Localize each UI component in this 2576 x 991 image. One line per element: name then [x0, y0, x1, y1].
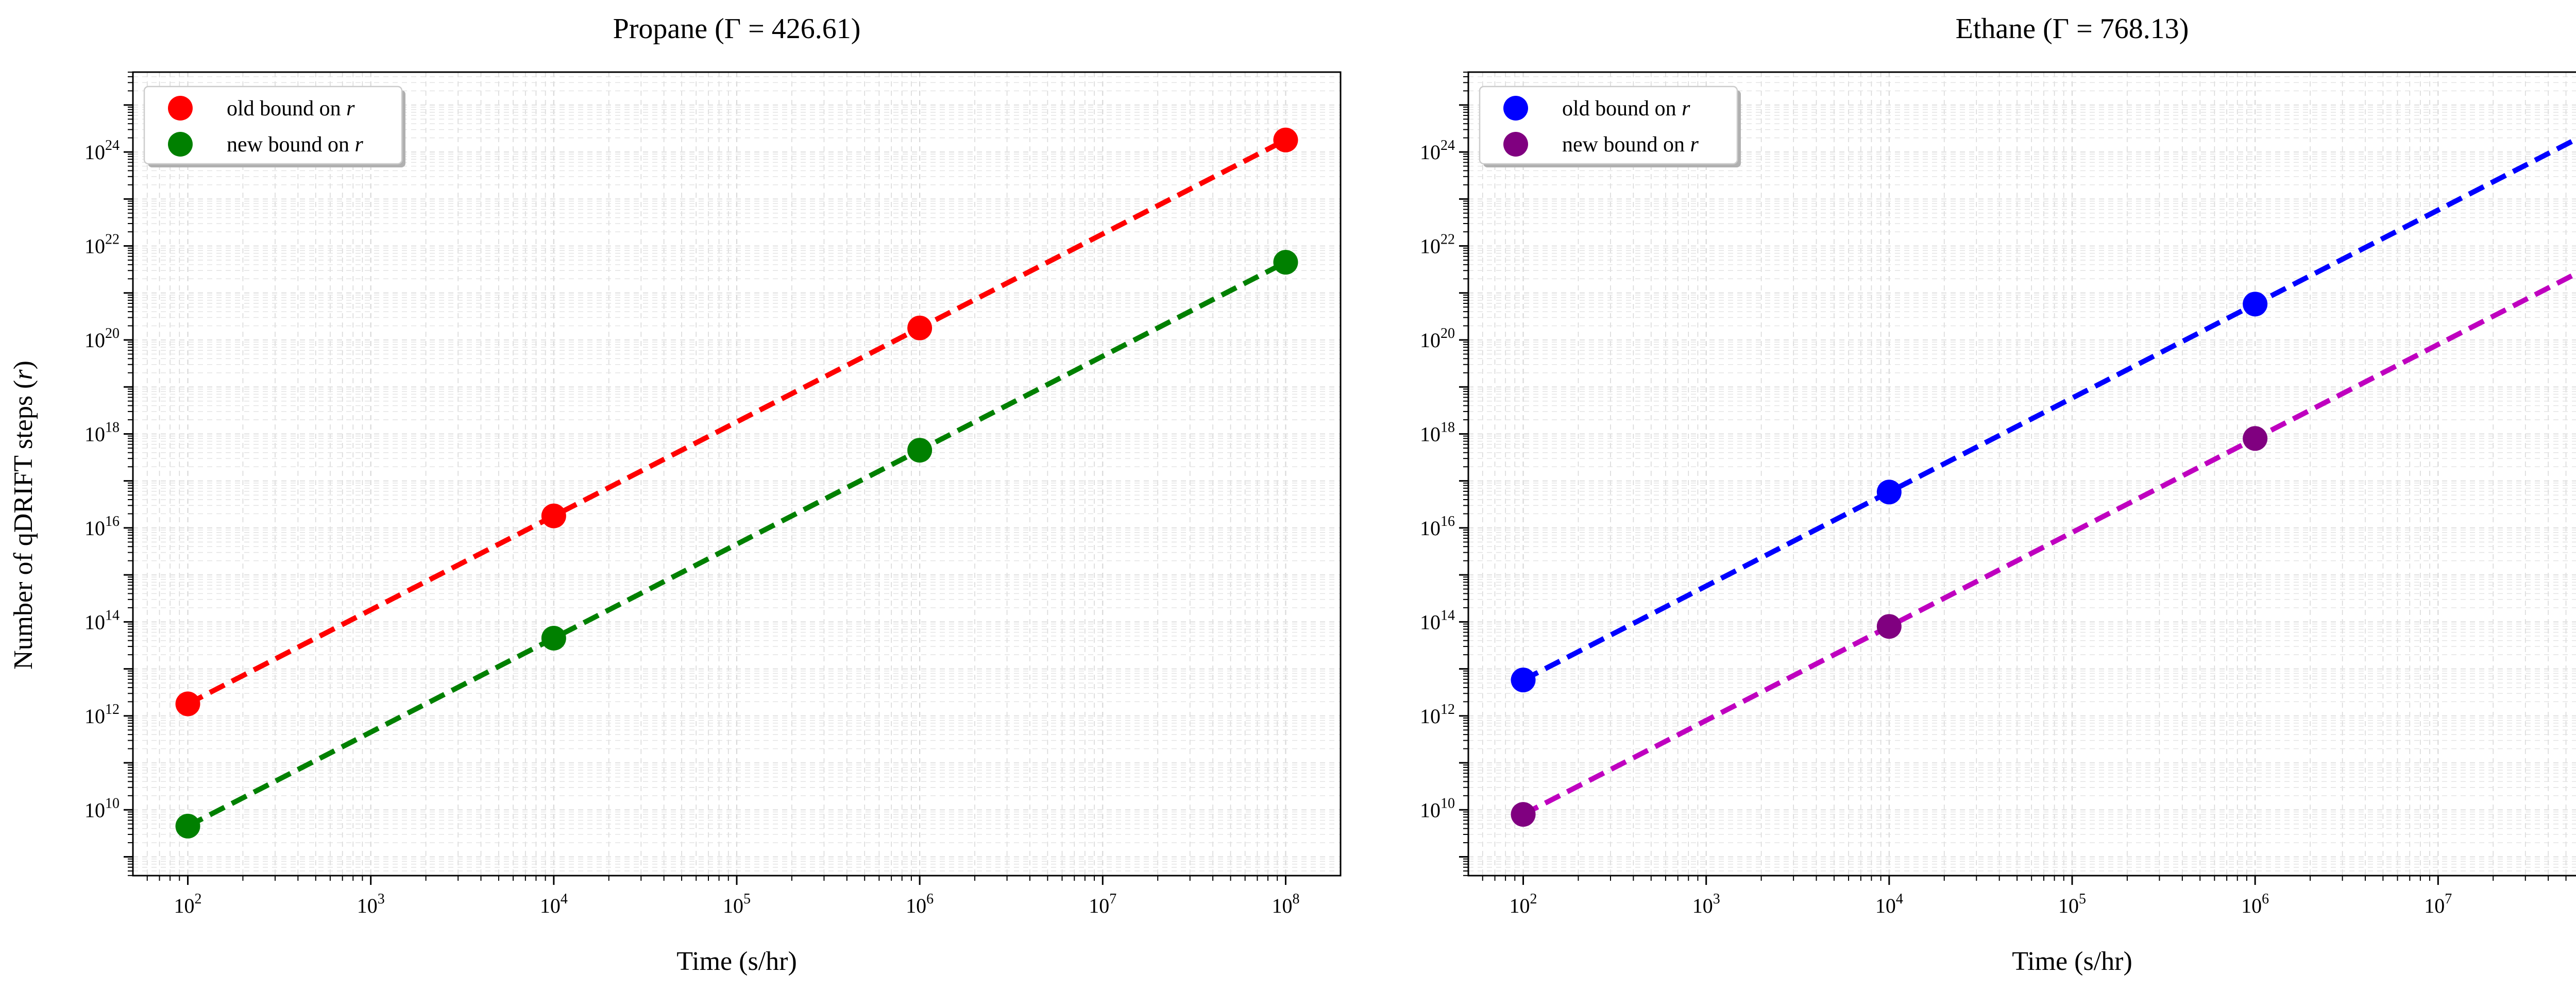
x-tick-label: 107 [1089, 891, 1116, 917]
data-point-series-2 [2243, 426, 2268, 451]
x-tick-label: 104 [540, 891, 568, 917]
x-tick-label: 105 [723, 891, 751, 917]
legend-label: old bound on r [227, 97, 355, 121]
x-tick-label: 104 [1875, 891, 1903, 917]
legend: old bound on r new bound on r [1479, 86, 1741, 167]
y-tick-label: 1014 [1420, 607, 1455, 634]
legend: old bound on r new bound on r [143, 86, 405, 167]
chart-title: Ethane (Γ = 768.13) [1956, 13, 2189, 45]
data-point-series-2 [1876, 614, 1902, 639]
data-point-series-2 [175, 813, 200, 839]
y-tick-label: 1012 [84, 702, 120, 728]
x-tick-label: 105 [2058, 891, 2086, 917]
data-point-series-2 [907, 438, 933, 463]
data-point-series-1 [1273, 127, 1298, 152]
x-tick-label: 102 [174, 891, 202, 917]
y-tick-label: 1022 [84, 232, 120, 258]
y-tick-label: 1012 [1420, 702, 1455, 728]
y-tick-label: 1016 [84, 514, 120, 540]
x-tick-label: 103 [1692, 891, 1720, 917]
data-point-series-2 [541, 626, 566, 651]
series-line-1 [1522, 136, 2576, 682]
data-point-series-1 [1511, 668, 1536, 693]
y-tick-label: 1022 [1420, 232, 1455, 258]
y-tick-label: 1016 [1420, 514, 1455, 540]
legend-marker-1 [168, 96, 193, 121]
series-line-2 [1522, 270, 2576, 817]
x-tick-label: 106 [906, 891, 934, 917]
x-tick-label: 103 [357, 891, 385, 917]
y-tick-label: 1024 [1420, 138, 1455, 164]
chart-title: Propane (Γ = 426.61) [613, 13, 861, 45]
x-tick-label: 102 [1510, 891, 1537, 917]
y-tick-label: 1024 [84, 138, 120, 164]
legend-marker-2 [168, 132, 193, 157]
y-tick-label: 1010 [84, 795, 120, 822]
legend-label: old bound on r [1562, 97, 1690, 121]
y-tick-label: 1020 [84, 326, 120, 352]
data-point-series-2 [1511, 802, 1536, 827]
y-tick-label: 1020 [1420, 326, 1455, 352]
y-tick-label: 1010 [1420, 795, 1455, 822]
data-point-series-1 [1876, 480, 1902, 505]
legend-box [1479, 86, 1738, 165]
grid [1468, 72, 2576, 876]
data-point-series-1 [2243, 292, 2268, 317]
series-line-1 [187, 138, 1287, 706]
x-tick-label: 106 [2241, 891, 2269, 917]
data-point-series-1 [541, 503, 566, 528]
grid [133, 72, 1341, 876]
legend-marker-1 [1503, 96, 1528, 121]
legend-box [143, 86, 403, 165]
chart-panel-1: 102 103 104 105 106 107 108 1010 1012 1014 1016 101… [84, 13, 1342, 976]
y-tick-label: 1014 [84, 607, 120, 634]
y-tick-label: 1018 [84, 419, 120, 446]
y-tick-label: 1018 [1420, 419, 1455, 446]
series-line-2 [187, 260, 1287, 829]
x-tick-label: 107 [2424, 891, 2452, 917]
chart-panel-2: 1021031041051061071081010101210141016101… [1420, 13, 2576, 976]
legend-label: new bound on r [227, 133, 363, 157]
x-tick-label: 108 [1272, 891, 1299, 917]
legend-label: new bound on r [1562, 133, 1699, 157]
legend-marker-2 [1503, 132, 1528, 157]
data-point-series-2 [1273, 250, 1298, 275]
y-axis-label: Number of qDRIFT steps (r) [9, 361, 38, 670]
data-point-series-1 [907, 315, 933, 340]
data-point-series-1 [175, 691, 200, 716]
x-axis-label: Time (s/hr) [676, 947, 797, 976]
x-axis-label: Time (s/hr) [2012, 947, 2132, 976]
